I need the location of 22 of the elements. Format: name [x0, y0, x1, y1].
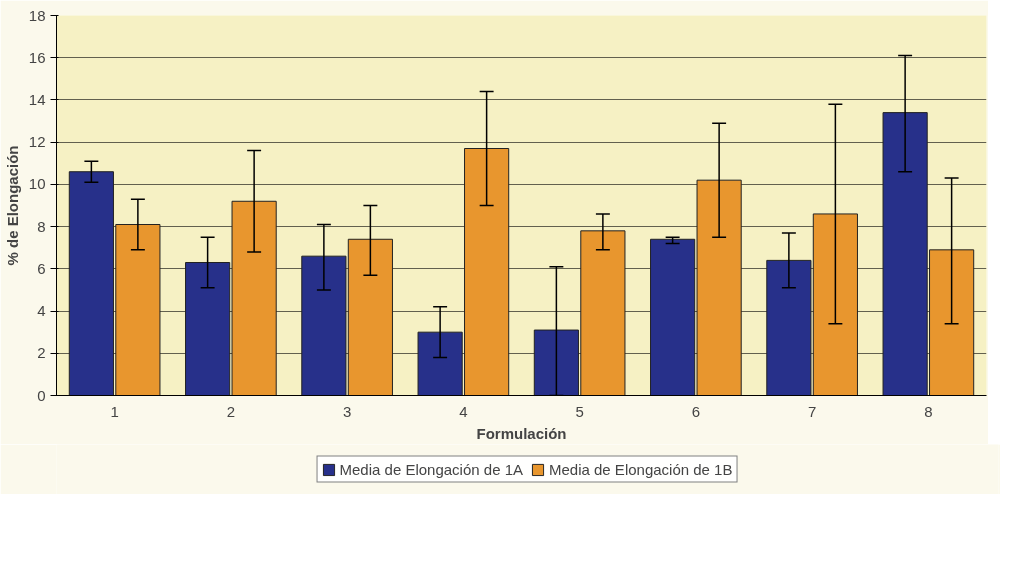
y-tick-label: 14: [28, 90, 46, 108]
y-tick-label: 4: [37, 302, 46, 320]
legend-label: Media de Elongación de 1A: [339, 460, 523, 478]
x-tick-label: 7: [807, 402, 817, 420]
y-tick-label: 16: [28, 48, 46, 66]
y-tick-label: 8: [37, 217, 46, 235]
x-tick-label: 6: [691, 402, 701, 420]
x-axis-title: Formulación: [476, 424, 567, 442]
x-tick-label: 4: [459, 402, 468, 420]
x-tick-label: 2: [226, 402, 236, 420]
x-tick-label: 3: [342, 402, 352, 420]
x-tick-label: 8: [924, 402, 933, 420]
x-tick-label: 5: [575, 402, 584, 420]
y-tick-label: 2: [37, 344, 46, 362]
y-tick-label: 10: [28, 175, 46, 193]
y-tick-label: 12: [28, 133, 46, 151]
y-axis-title: % de Elongación: [3, 145, 21, 266]
y-tick-label: 6: [37, 259, 46, 277]
y-tick-label: 18: [28, 6, 46, 24]
x-tick-label: 1: [110, 402, 119, 420]
y-tick-label: 0: [37, 386, 46, 404]
legend-label: Media de Elongación de 1B: [549, 460, 733, 478]
